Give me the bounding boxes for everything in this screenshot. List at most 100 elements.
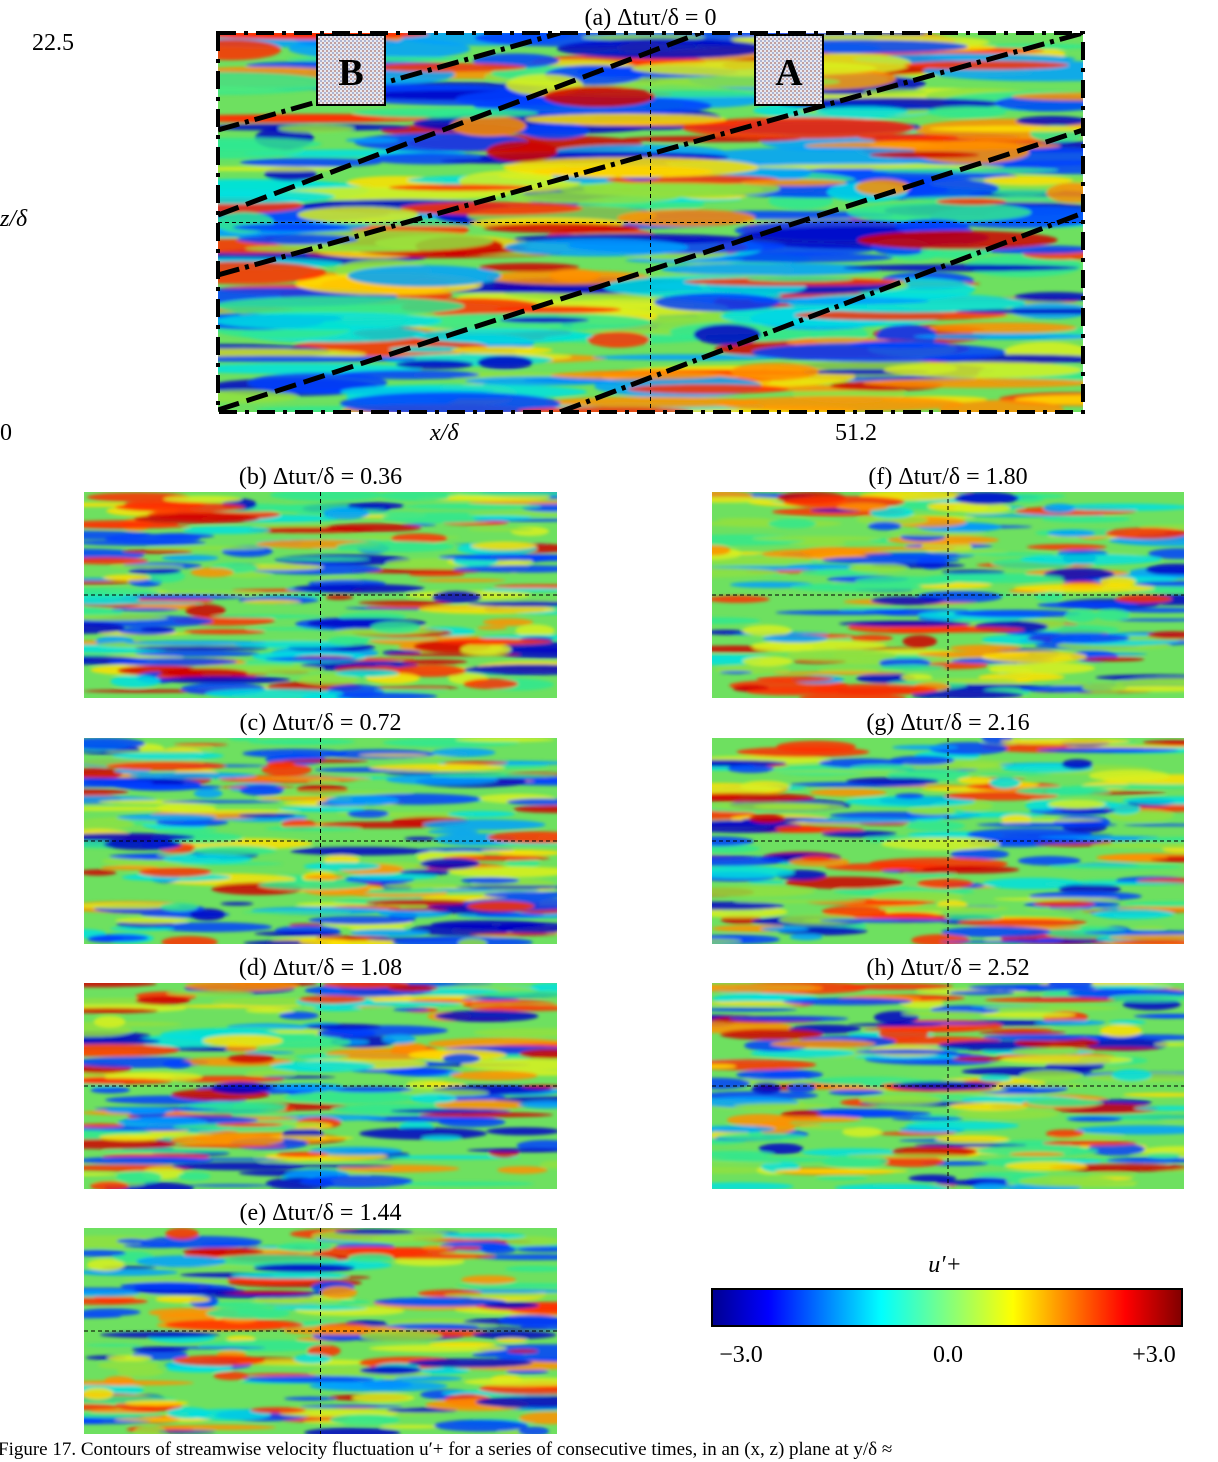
streak [911,690,1024,698]
streak [407,1358,533,1368]
streak [988,662,1096,675]
streak [84,869,117,876]
streak [842,1127,883,1138]
streak [184,983,299,992]
streak [90,1086,131,1094]
streak [218,189,335,204]
streak [84,524,191,529]
streak [278,124,355,133]
contour-field [84,983,557,1189]
streak [262,1075,336,1079]
streak [712,595,770,603]
streak [123,1243,186,1249]
streak [859,1094,943,1106]
streak [521,502,557,513]
streak [1091,842,1184,849]
propagation-line [218,33,1083,278]
contour-field [712,492,1184,698]
streak [558,182,764,197]
streak [990,1028,1054,1031]
contour-field [712,983,1184,1189]
streak [466,1148,557,1153]
streak [427,829,479,835]
streak [939,399,1065,412]
streak [162,1059,192,1069]
streak [258,880,369,890]
streak [801,855,832,862]
streak [1048,983,1093,988]
streak [682,116,915,139]
streak [347,502,405,510]
streak [209,614,324,619]
streak [161,936,218,944]
streak [159,676,291,684]
streak [172,1144,286,1148]
streak [1008,493,1066,499]
streak [422,819,546,830]
streak [423,1082,466,1086]
streak [908,1174,957,1183]
streak [983,1005,1120,1011]
streak [463,678,519,690]
streak [888,626,1025,633]
streak [363,1253,496,1260]
streak [828,1089,884,1096]
streak [206,1307,291,1320]
propagation-line [218,33,701,218]
streak [858,134,959,141]
streak [435,1010,539,1022]
x-max-label: 51.2 [835,420,877,446]
streak [1016,116,1083,126]
streak [418,604,555,614]
streak [414,988,500,996]
streak [313,1006,362,1012]
streak [768,769,908,773]
streak [162,854,253,864]
streak [499,316,589,324]
streak [1105,527,1184,539]
streak [438,554,557,561]
streak [309,1380,448,1392]
streak [326,795,399,807]
streak [770,1039,876,1049]
streak [227,1054,275,1064]
streak [134,650,260,657]
streak [495,1337,528,1343]
streak [483,223,641,233]
streak [853,1054,959,1060]
streak [330,1414,400,1426]
streak [1026,543,1107,551]
streak [345,137,399,143]
streak [850,634,894,642]
streak [879,1155,944,1168]
streak [819,918,958,923]
streak [420,857,480,870]
streak [821,905,887,917]
streak [350,929,430,937]
streak [276,1164,393,1168]
streak [347,1247,403,1255]
panel-title: (a) Δtuτ/δ = 0 [585,5,717,31]
streak [378,492,458,501]
streak [952,1056,1006,1062]
streak [979,1011,1076,1018]
streak [1108,1020,1147,1025]
streak [712,567,779,578]
streak [84,587,161,596]
streak [276,557,370,562]
streak [85,1343,142,1347]
streak [505,1265,557,1272]
streak [460,642,512,656]
streak [973,1183,1006,1189]
streak [323,855,360,865]
streak [712,1007,798,1012]
streak [218,166,341,172]
streak [776,740,856,753]
streak [419,1112,554,1118]
streak [506,1369,549,1375]
x-axis-label: x/δ [429,420,459,446]
streak [957,1108,1060,1120]
streak [1066,1116,1123,1122]
streak [1108,934,1184,941]
streak [167,1407,211,1419]
